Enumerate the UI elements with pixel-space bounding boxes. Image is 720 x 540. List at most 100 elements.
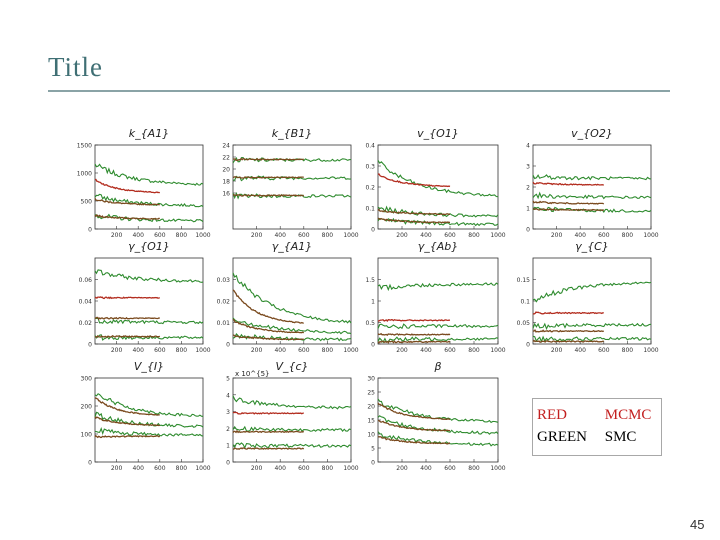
- x-tick-label: 200: [111, 465, 123, 472]
- x-tick-label: 200: [396, 232, 408, 239]
- slide-title: Title: [48, 52, 104, 82]
- legend-green-label: GREEN: [537, 429, 587, 445]
- x-tick-label: 600: [598, 232, 610, 239]
- y-tick-label: 10: [367, 432, 375, 439]
- plot-frame: [94, 377, 204, 463]
- x-tick-label: 600: [298, 232, 310, 239]
- series-line-mcmc-2: [377, 318, 451, 322]
- trace-panel-8: γ_{C} 0.15 0.1 0.05 0 200 400 600 800 1000: [517, 240, 659, 354]
- series-line-smc-3: [377, 323, 499, 330]
- x-tick-label: 800: [468, 232, 480, 239]
- x-tick-label: 1000: [490, 465, 505, 472]
- series-line-mcmc-4: [94, 416, 161, 427]
- x-tick-label: 400: [420, 465, 432, 472]
- trace-panel-11: β 30 25 20 15 10 5 0 200 400 600 800 1000: [367, 360, 505, 472]
- series-line-mcmc-4: [232, 176, 304, 179]
- x-tick-label: 400: [132, 347, 144, 354]
- series-line-mcmc-6: [378, 436, 451, 445]
- x-tick-label: 800: [176, 465, 188, 472]
- trace-panel-5: γ_{O1} 0.06 0.04 0.02 0 200 400 600 800 1000: [79, 240, 211, 354]
- series-line-smc-1: [377, 160, 499, 198]
- y-tick-label: 0.4: [365, 143, 375, 150]
- plot-frame: [94, 257, 204, 345]
- plot-frame: [532, 257, 652, 345]
- series-line-mcmc-4: [378, 419, 451, 432]
- y-tick-label: 0.1: [520, 299, 530, 306]
- series-line-mcmc-4: [94, 316, 161, 321]
- y-tick-label: 0: [526, 227, 530, 234]
- series-line-mcmc-4: [532, 329, 605, 333]
- series-line-mcmc-6: [377, 217, 451, 224]
- series-line-smc-1: [94, 269, 204, 283]
- series-line-smc-1: [532, 281, 652, 303]
- series-line-mcmc-6: [532, 207, 605, 212]
- x-tick-label: 400: [574, 347, 586, 354]
- panel-title: v_{O2}: [571, 127, 613, 140]
- x-tick-label: 800: [622, 347, 634, 354]
- plot-frame: [532, 144, 652, 230]
- x-tick-label: 200: [111, 232, 123, 239]
- x-tick-label: 1000: [195, 465, 210, 472]
- x-tick-label: 600: [298, 347, 310, 354]
- x-tick-label: 600: [598, 347, 610, 354]
- y-tick-label: 22: [222, 155, 230, 162]
- series-line-smc-5: [532, 206, 652, 214]
- y-tick-label: 30: [367, 376, 375, 383]
- series-line-smc-5: [232, 442, 352, 450]
- x-tick-label: 800: [322, 232, 334, 239]
- series-line-mcmc-6: [94, 213, 160, 220]
- series-line-smc-1: [94, 393, 204, 417]
- series-line-smc-3: [532, 191, 652, 200]
- y-tick-label: 0.01: [217, 320, 231, 327]
- series-line-mcmc-4: [232, 318, 305, 334]
- series-line-smc-3: [232, 425, 352, 433]
- legend-red-label: RED: [537, 407, 567, 423]
- series-line-mcmc-2: [232, 157, 305, 161]
- y-tick-label: 0: [371, 342, 375, 349]
- y-tick-label: 1: [526, 206, 530, 213]
- y-tick-label: 0: [226, 342, 230, 349]
- y-tick-label: 20: [367, 404, 375, 411]
- legend: RED MCMC GREEN SMC: [532, 398, 662, 456]
- y-tick-label: 2: [526, 185, 530, 192]
- panel-title: v_{O1}: [417, 127, 459, 140]
- series-line-mcmc-2: [232, 289, 304, 324]
- x-tick-label: 800: [322, 347, 334, 354]
- panel-title: γ_{A1}: [272, 240, 313, 253]
- y-tick-label: 0: [371, 460, 375, 467]
- y-tick-label: 300: [81, 376, 93, 383]
- trace-panel-3: v_{O1} 0.4 0.3 0.2 0.1 0 200 400 600 800 1000: [365, 127, 505, 239]
- x-tick-label: 800: [176, 232, 188, 239]
- y-tick-label: 200: [81, 404, 93, 411]
- legend-mcmc-label: MCMC: [604, 407, 652, 423]
- series-line-mcmc-4: [94, 197, 161, 206]
- y-tick-label: 500: [81, 199, 93, 206]
- x-tick-label: 400: [274, 232, 286, 239]
- y-tick-label: 15: [367, 418, 375, 425]
- y-tick-label: 0.05: [517, 320, 531, 327]
- legend-smc-label: SMC: [604, 429, 637, 445]
- x-tick-label: 1000: [195, 347, 210, 354]
- y-tick-label: 3: [226, 409, 230, 416]
- y-tick-label: 4: [226, 392, 230, 399]
- x-tick-label: 600: [154, 347, 166, 354]
- y-tick-label: 0.2: [365, 185, 375, 192]
- panel-title: V_{I}: [134, 360, 164, 373]
- x-tick-label: 200: [396, 465, 408, 472]
- y-tick-label: 0.06: [79, 277, 93, 284]
- legend-row-smc: GREEN SMC: [537, 429, 636, 446]
- panel-title: k_{A1}: [129, 127, 169, 140]
- y-tick-label: 24: [222, 143, 230, 150]
- y-tick-label: 5: [371, 446, 375, 453]
- plot-frame: [377, 257, 499, 345]
- x-tick-label: 800: [322, 465, 334, 472]
- series-line-mcmc-2: [377, 173, 451, 188]
- y-tick-label: 18: [222, 179, 230, 186]
- series-line-mcmc-4: [377, 208, 450, 216]
- y-tick-label: 0: [226, 460, 230, 467]
- series-line-smc-5: [94, 213, 204, 223]
- series-line-mcmc-2: [532, 181, 605, 186]
- y-tick-label: 1: [226, 443, 230, 450]
- series-line-mcmc-4: [532, 200, 605, 205]
